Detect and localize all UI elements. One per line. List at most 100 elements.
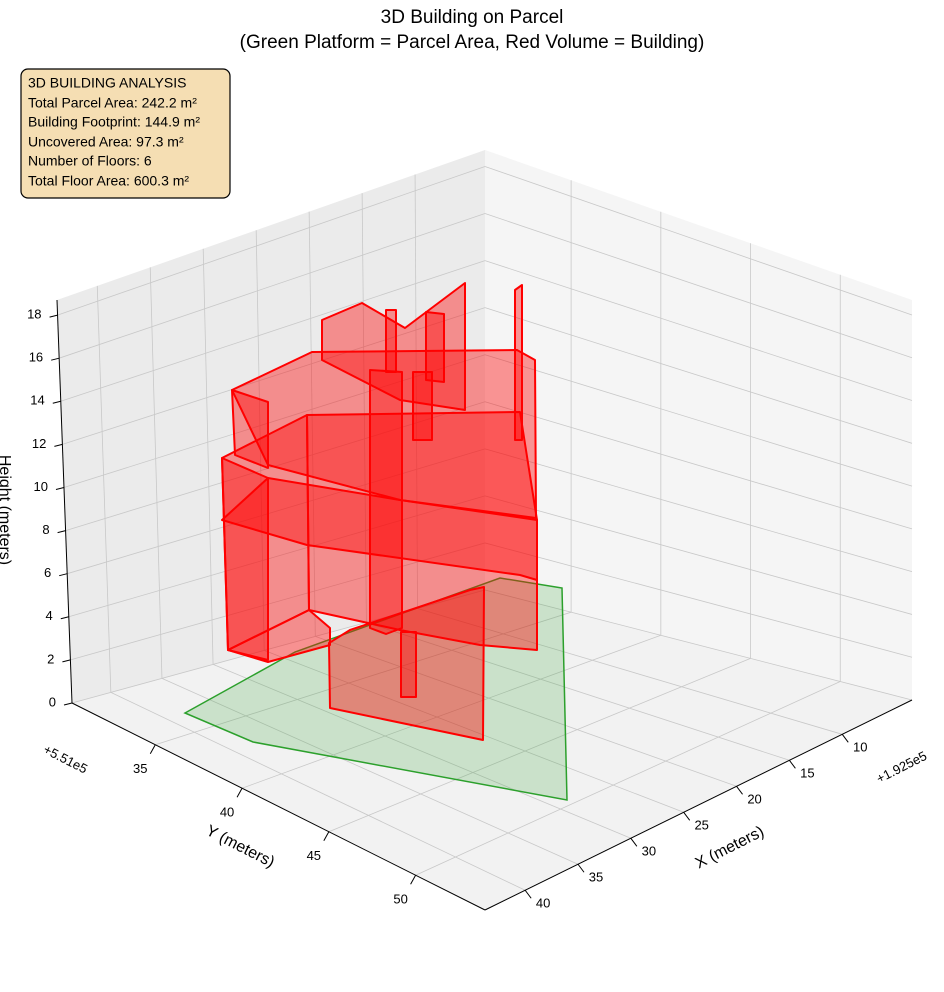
info-line: Total Floor Area: 600.3 m² <box>28 173 189 189</box>
grid-line <box>484 448 913 573</box>
info-line: 3D BUILDING ANALYSIS <box>28 75 186 91</box>
x-tick <box>524 889 532 899</box>
x-axis-line <box>484 699 913 911</box>
z-tick-label: 16 <box>29 350 43 365</box>
grid-line <box>161 678 579 865</box>
y-tick-label: 45 <box>307 848 321 863</box>
grid-line <box>70 542 486 661</box>
grid-line <box>315 636 737 787</box>
building-face <box>227 609 331 663</box>
grid-line <box>484 589 913 701</box>
z-tick-label: 6 <box>44 565 51 580</box>
grid-line <box>415 681 841 876</box>
grid-line <box>484 354 913 487</box>
grid-line <box>484 495 913 615</box>
info-box-frame <box>20 68 231 199</box>
grid-line <box>484 166 913 316</box>
y-tick <box>410 874 417 885</box>
grid-line <box>149 267 163 679</box>
building-face <box>514 284 523 441</box>
z-tick <box>52 400 61 404</box>
x-tick-label: 40 <box>536 896 550 911</box>
z-tick-label: 10 <box>34 479 48 494</box>
x-tick-label: 25 <box>694 818 708 833</box>
z-tick <box>51 357 60 361</box>
building-face <box>412 371 433 441</box>
z-tick-label: 8 <box>42 522 49 537</box>
x-tick <box>683 811 691 821</box>
building-face <box>328 586 485 741</box>
x-tick <box>736 785 743 795</box>
z-axis-line <box>56 299 73 704</box>
grid-line <box>212 664 632 839</box>
z-tick <box>49 314 58 318</box>
x-tick-label: 15 <box>800 766 814 781</box>
grid-line <box>484 213 913 359</box>
x-tick-label: 30 <box>642 844 656 859</box>
z-tick-label: 0 <box>49 694 56 709</box>
parcel-platform <box>183 577 568 801</box>
grid-line <box>110 692 526 891</box>
info-line: Total Parcel Area: 242.2 m² <box>28 95 197 111</box>
y-axis-label: Y (meters) <box>203 822 277 871</box>
chart-title: 3D Building on Parcel <box>381 7 564 28</box>
floor-pane <box>72 590 912 910</box>
grid-line <box>241 634 661 789</box>
z-tick-label: 12 <box>32 436 46 451</box>
chart-subtitle: (Green Platform = Parcel Area, Red Volum… <box>240 32 705 53</box>
grid-line <box>67 448 486 575</box>
y-tick-label: 35 <box>133 761 147 776</box>
x-tick <box>577 863 585 873</box>
building <box>221 282 538 741</box>
grid-line <box>417 608 843 735</box>
building-face <box>321 282 466 411</box>
x-tick-label: 35 <box>589 870 603 885</box>
z-tick-label: 18 <box>27 307 41 322</box>
building-face <box>425 311 445 383</box>
y-offset-label: +5.51e5 <box>41 742 90 777</box>
info-line: Number of Floors: 6 <box>28 153 152 169</box>
info-line: Building Footprint: 144.9 m² <box>28 114 200 130</box>
grid-line <box>484 401 913 530</box>
right-pane <box>485 150 912 700</box>
building-face <box>231 389 269 469</box>
grid-line <box>63 354 486 488</box>
grid-line <box>308 211 316 637</box>
grid-line <box>484 307 913 444</box>
y-axis-line <box>71 702 486 911</box>
building-face <box>231 349 537 519</box>
y-tick-label: 50 <box>393 892 407 907</box>
grid-line <box>484 260 913 401</box>
panes <box>57 150 912 910</box>
z-tick <box>57 530 66 534</box>
building-face <box>400 631 417 698</box>
grid-line <box>414 174 418 609</box>
grid-line <box>60 260 486 402</box>
z-tick-label: 4 <box>46 608 53 623</box>
grid-line <box>202 248 214 665</box>
z-axis-label: Height (meters) <box>0 455 13 565</box>
x-tick-label: 10 <box>853 740 867 755</box>
grid-line <box>57 166 486 316</box>
y-tick <box>149 744 156 754</box>
building-face <box>369 369 403 635</box>
grid-line <box>484 542 913 658</box>
x-tick-label: 20 <box>747 792 761 807</box>
grid-line <box>96 285 112 693</box>
grid-line <box>328 658 751 833</box>
z-tick <box>62 659 71 663</box>
building-face <box>221 477 538 581</box>
grid-line <box>155 611 572 746</box>
grid-line <box>361 193 367 623</box>
x-tick <box>788 759 796 769</box>
grid-line <box>264 650 684 813</box>
y-tick <box>236 787 243 798</box>
z-tick <box>54 443 63 447</box>
y-tick <box>323 831 330 841</box>
grid-line <box>366 622 790 761</box>
left-pane <box>57 150 485 703</box>
grid-line <box>59 213 486 359</box>
z-tick-label: 14 <box>30 393 44 408</box>
z-tick <box>55 487 65 490</box>
